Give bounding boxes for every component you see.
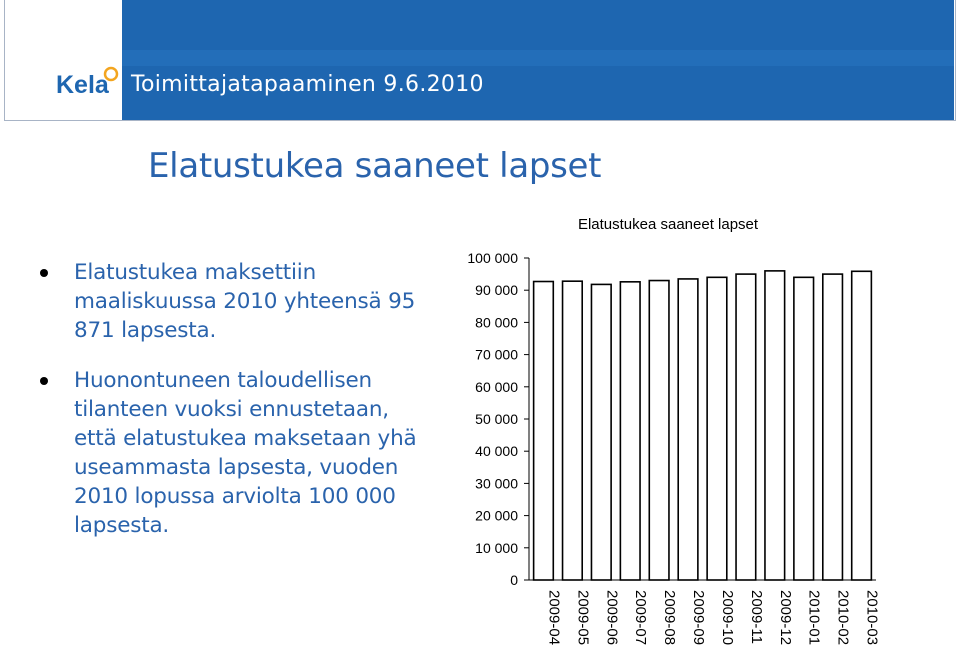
bullet-dot-icon bbox=[40, 269, 48, 277]
bar bbox=[532, 280, 555, 581]
y-tick-label: 10 000 bbox=[475, 540, 518, 556]
slide-title: Elatustukea saaneet lapset bbox=[148, 146, 602, 186]
header-subtitle: Toimittajatapaaminen 9.6.2010 bbox=[131, 72, 484, 97]
bar bbox=[793, 276, 815, 581]
bar-chart: Elatustukea saaneet lapset 0 10 000 20 000… bbox=[467, 216, 880, 645]
y-tick-label: 50 000 bbox=[475, 411, 518, 427]
x-tick-label: 2010-02 bbox=[835, 590, 852, 645]
x-tick-label: 2009-05 bbox=[574, 590, 591, 645]
bar bbox=[619, 281, 641, 581]
bullet-text: Huonontuneen taloudellisen tilanteen vuo… bbox=[74, 368, 417, 538]
y-tick-label: 0 bbox=[510, 572, 518, 588]
x-tick-label: 2009-06 bbox=[603, 590, 620, 645]
header-stripe bbox=[122, 50, 954, 66]
chart-title: Elatustukea saaneet lapset bbox=[578, 216, 759, 233]
bar bbox=[590, 283, 612, 581]
x-tick-label: 2010-03 bbox=[864, 590, 881, 645]
bullet-text: Elatustukea maksettiin maaliskuussa 2010… bbox=[74, 260, 416, 343]
y-tick-label: 90 000 bbox=[475, 282, 518, 298]
x-tick-label: 2009-07 bbox=[632, 590, 649, 645]
x-tick-label: 2010-01 bbox=[806, 590, 823, 645]
header-band bbox=[122, 0, 954, 120]
bar bbox=[764, 270, 786, 581]
bar bbox=[706, 276, 728, 581]
y-tick-label: 70 000 bbox=[475, 347, 518, 363]
x-tick-label: 2009-12 bbox=[777, 590, 794, 645]
x-tick-label: 2009-09 bbox=[690, 590, 707, 645]
x-tick-label: 2009-04 bbox=[545, 590, 562, 645]
bar bbox=[850, 270, 873, 581]
bullet-list: Elatustukea maksettiin maaliskuussa 2010… bbox=[30, 258, 425, 561]
bar bbox=[677, 278, 699, 581]
y-tick-label: 40 000 bbox=[475, 443, 518, 459]
y-tick-label: 20 000 bbox=[475, 508, 518, 524]
y-tick-label: 80 000 bbox=[475, 314, 518, 330]
plot-area: 0 10 000 20 000 30 000 40 000 50 000 60 000 70 … bbox=[467, 250, 880, 645]
bar bbox=[735, 273, 757, 581]
bullet-item: Elatustukea maksettiin maaliskuussa 2010… bbox=[30, 258, 425, 345]
y-tick-label: 100 000 bbox=[467, 250, 518, 266]
y-tick-label: 60 000 bbox=[475, 379, 518, 395]
y-tick-label: 30 000 bbox=[475, 475, 518, 491]
x-tick-label: 2009-08 bbox=[661, 590, 678, 645]
bullet-item: Huonontuneen taloudellisen tilanteen vuo… bbox=[30, 366, 425, 540]
bullet-dot-icon bbox=[40, 377, 48, 385]
x-tick-label: 2009-11 bbox=[748, 590, 765, 644]
logo-mark-icon bbox=[103, 66, 119, 82]
x-tick-label: 2009-10 bbox=[719, 590, 736, 645]
logo-text: Kela bbox=[56, 71, 110, 99]
header-bar: Kela Toimittajatapaaminen 9.6.2010 bbox=[0, 0, 960, 122]
kela-logo: Kela bbox=[56, 66, 119, 99]
bar bbox=[821, 273, 844, 581]
bar bbox=[561, 280, 584, 581]
bar bbox=[648, 279, 670, 581]
